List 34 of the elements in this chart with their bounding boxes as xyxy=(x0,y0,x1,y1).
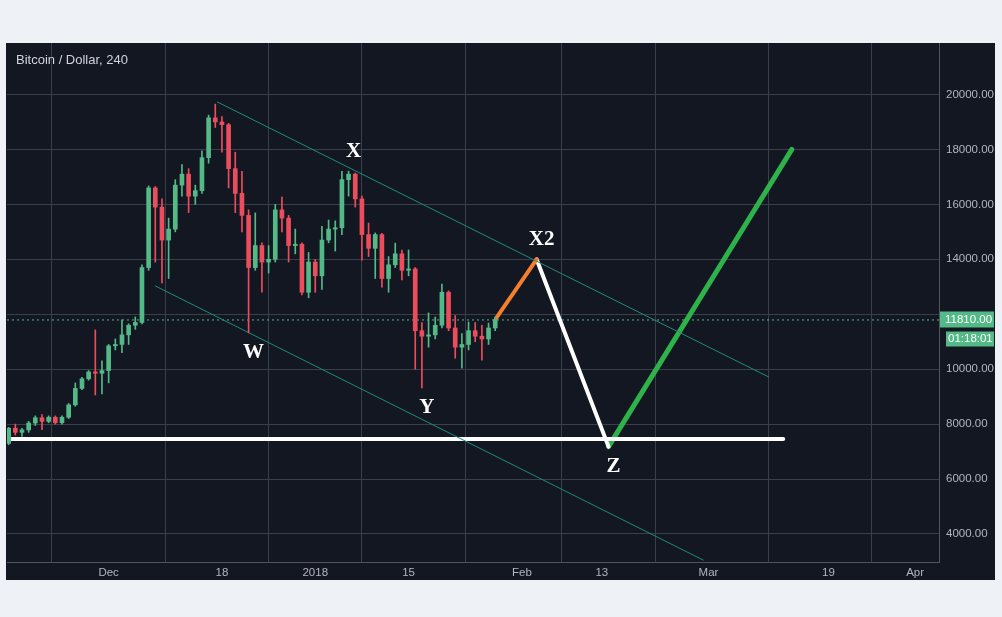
x-tick-label: 2018 xyxy=(302,566,329,579)
candlestick xyxy=(112,338,118,351)
candlestick xyxy=(332,220,338,252)
text: 01:18:01 xyxy=(948,332,993,345)
candlestick xyxy=(459,333,465,369)
y-tick-label: 18000.00 xyxy=(946,142,994,155)
y-tick-label: 20000.00 xyxy=(946,87,994,100)
annotation: Y xyxy=(419,394,435,419)
y-tick-label: 8000.00 xyxy=(946,417,988,430)
x-tick-label: Feb xyxy=(511,566,532,579)
x-tick-label: 18 xyxy=(215,566,229,579)
candlestick xyxy=(92,329,98,396)
annotation: W xyxy=(243,339,265,364)
annotation: X xyxy=(346,137,362,162)
candlestick xyxy=(419,322,425,389)
ref-line-label: 11810.00 xyxy=(945,312,993,325)
y-tick-label: 4000.00 xyxy=(946,527,988,540)
y-tick-label: 10000.00 xyxy=(946,362,994,375)
candlestick xyxy=(212,103,218,128)
annotation: Z xyxy=(606,453,621,478)
annotation: X2 xyxy=(528,225,555,250)
y-tick-label: 14000.00 xyxy=(946,252,994,265)
candlestick xyxy=(292,228,298,255)
x-tick-label: 13 xyxy=(595,566,609,579)
candlestick xyxy=(99,360,105,395)
x-tick-label: Dec xyxy=(98,566,120,579)
candlestick xyxy=(152,186,158,263)
x-tick-label: Apr xyxy=(906,566,925,579)
y-tick-label: 16000.00 xyxy=(946,197,994,210)
y-tick-label: 6000.00 xyxy=(946,472,988,485)
text: Bitcoin / Dollar, 240 xyxy=(16,51,129,67)
x-tick-label: 15 xyxy=(402,566,415,579)
x-tick-label: Mar xyxy=(698,566,719,579)
x-tick-label: 19 xyxy=(822,566,835,579)
